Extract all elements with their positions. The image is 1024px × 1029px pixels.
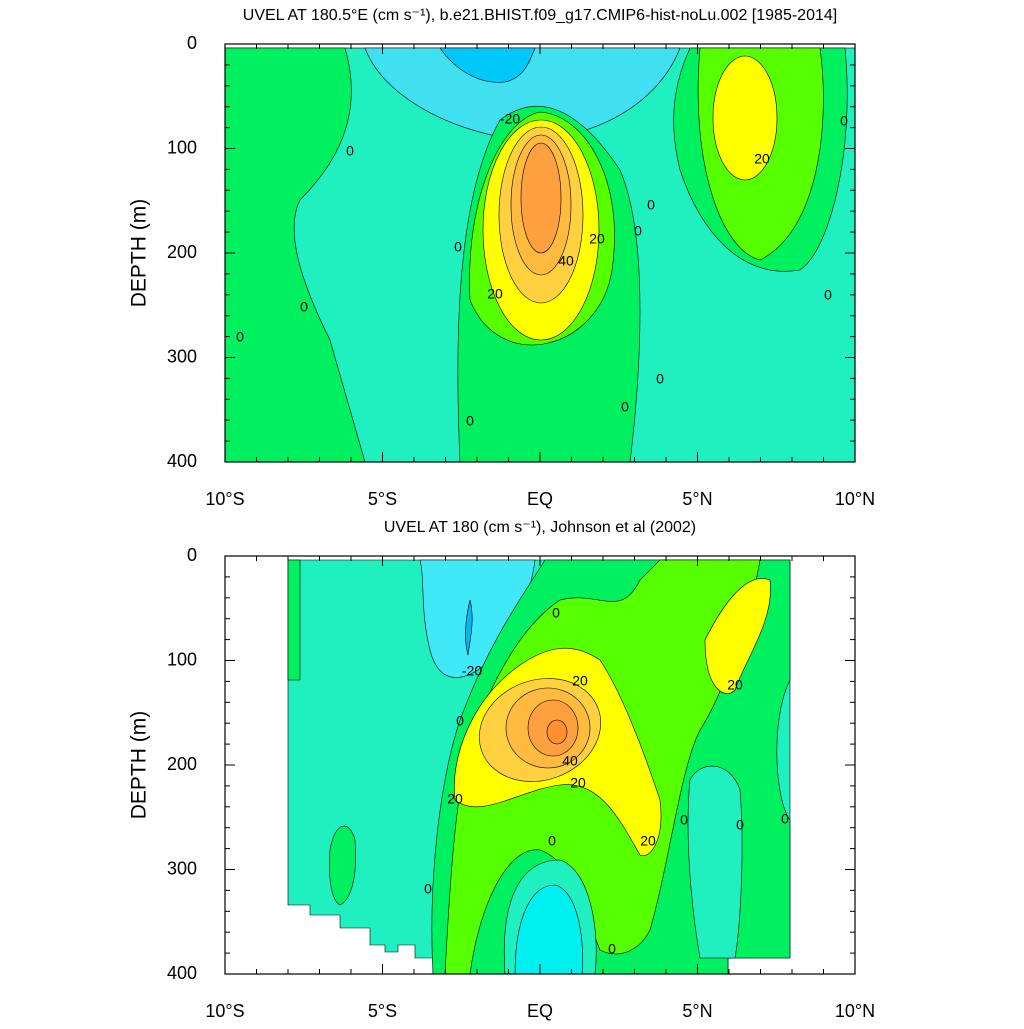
contour-label: 20 [570,775,586,791]
contour-label: 0 [647,197,655,213]
y-tick-label: 100 [167,137,197,157]
y-axis-label: DEPTH (m) [128,199,151,308]
chart-title: UVEL AT 180 (cm s⁻¹), Johnson et al (200… [384,519,696,536]
chart-title: UVEL AT 180.5°E (cm s⁻¹), b.e21.BHIST.f0… [243,7,837,24]
contour-label: 0 [680,812,688,828]
y-tick-label: 0 [187,545,197,565]
contour-label: 0 [621,399,629,415]
y-tick-label: 300 [167,346,197,366]
contour-label: -20 [462,663,482,679]
contour-label: 0 [346,143,354,159]
contour-label: 0 [236,329,244,345]
contour-fill-2 [287,559,791,975]
contour-label: 40 [562,753,578,769]
y-tick-label: 100 [167,649,197,669]
y-tick-label: 0 [187,33,197,53]
plot-frame [224,43,856,463]
contour-label: 0 [736,817,744,833]
x-tick-label: 10°N [835,489,875,509]
contour-label: 0 [824,287,832,303]
x-tick-label: 10°N [835,1001,875,1021]
contour-label: 0 [656,371,664,387]
contour-label: 0 [300,299,308,315]
contour-label: -20 [500,111,520,127]
x-tick-label: 10°S [205,489,244,509]
x-tick-label: 10°S [205,1001,244,1021]
x-tick-label: 5°S [368,1001,397,1021]
contour-fill-1 [224,47,856,463]
x-tick-label: EQ [527,489,553,509]
contour-label: 20 [572,673,588,689]
y-axis-label: DEPTH (m) [128,711,151,820]
x-tick-label: 5°N [682,489,712,509]
plot-frame [224,555,856,975]
y-tick-label: 200 [167,242,197,262]
x-tick-label: EQ [527,1001,553,1021]
contour-label: 0 [781,811,789,827]
contour-label: 0 [608,941,616,957]
contour-label: 0 [634,223,642,239]
x-tick-label: 5°N [682,1001,712,1021]
contour-label: 0 [454,239,462,255]
contour-label: 20 [727,677,743,693]
contour-label: 0 [456,713,464,729]
contour-label: 0 [466,413,474,429]
contour-label: 20 [589,231,605,247]
contour-label: 0 [840,113,848,129]
contour-label: 20 [487,286,503,302]
contour-label: 20 [754,151,770,167]
contour-label: 20 [447,791,463,807]
contour-label: 0 [424,881,432,897]
y-tick-label: 400 [167,963,197,983]
x-tick-label: 5°S [368,489,397,509]
contour-label: 0 [552,605,560,621]
y-tick-label: 400 [167,451,197,471]
y-tick-label: 300 [167,858,197,878]
contour-label: 20 [640,833,656,849]
y-tick-label: 200 [167,754,197,774]
contour-label: 40 [558,253,574,269]
contour-label: 0 [548,833,556,849]
